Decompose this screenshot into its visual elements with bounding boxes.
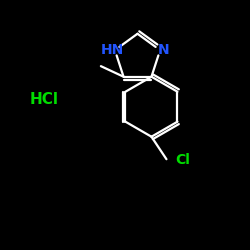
- Text: HCl: HCl: [30, 92, 59, 108]
- Text: Cl: Cl: [175, 154, 190, 168]
- Text: HN: HN: [100, 43, 124, 57]
- Text: N: N: [157, 43, 169, 57]
